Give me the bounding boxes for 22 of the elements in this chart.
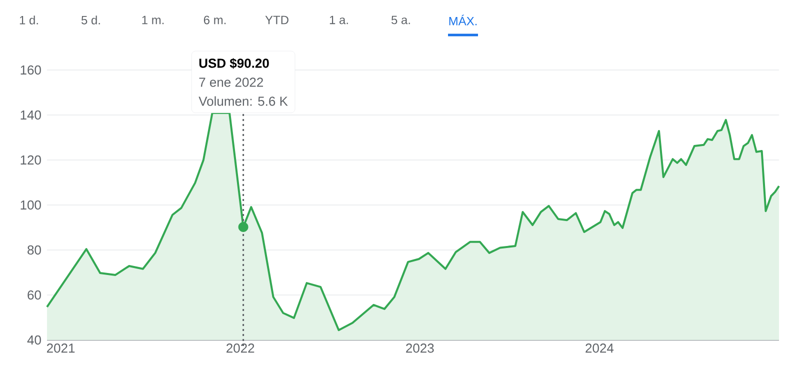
text: 1 m. [142, 16, 164, 24]
text: 6 m. [204, 16, 226, 24]
text: 5 a. [391, 16, 410, 24]
y-tick-label: 60 [28, 290, 41, 300]
x-tick-label: 2024 [586, 344, 614, 353]
y-tick-label: 160 [20, 65, 41, 75]
text: 1 d. [20, 16, 38, 24]
annotation: 7 ene 2022 [199, 78, 263, 87]
x-tick-label: 2021 [46, 344, 75, 353]
x-tick-label: 2022 [226, 344, 254, 353]
text: YTD [265, 16, 288, 24]
annotation: USD $90.20 [199, 58, 269, 69]
text: MÁX. [449, 14, 477, 26]
y-tick-label: 100 [20, 200, 41, 210]
x-tick-label: 2023 [406, 344, 434, 353]
text: 1 a. [330, 16, 348, 24]
y-tick-label: 140 [20, 110, 41, 120]
annotation: Volumen: 5.6 K [198, 96, 288, 106]
text: 5 d. [81, 16, 100, 24]
y-tick-label: 80 [28, 245, 41, 255]
y-tick-label: 120 [20, 155, 41, 165]
y-tick-label: 40 [27, 335, 41, 345]
